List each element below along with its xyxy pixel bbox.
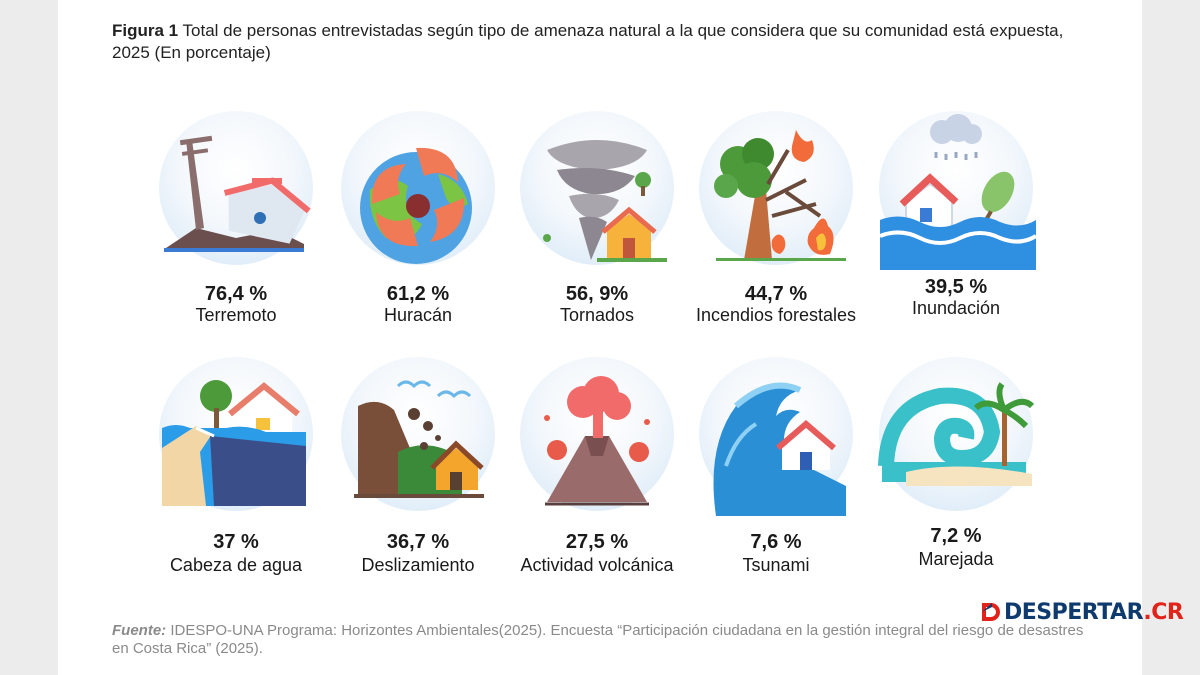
- flash-flood-icon: [162, 380, 306, 506]
- hazard-label: Deslizamiento: [361, 555, 475, 575]
- figure-title: Figura 1 Total de personas entrevistadas…: [112, 20, 1102, 64]
- volcano-icon: [544, 376, 650, 506]
- hazard-label: Actividad volcánica: [520, 555, 674, 575]
- hazard-label: Tsunami: [742, 555, 810, 575]
- hazard-percentage: 39,5 %: [924, 276, 988, 298]
- hazard-percentage: 37 %: [213, 531, 259, 553]
- storm-surge-icon: [878, 382, 1035, 486]
- wildfire-icon: [714, 130, 846, 261]
- hazard-percentage: 7,6 %: [750, 531, 802, 553]
- hazard-percentage: 61,2 %: [386, 283, 450, 305]
- hazard-label: Huracán: [383, 305, 453, 325]
- source-text: IDESPO-UNA Programa: Horizontes Ambienta…: [112, 622, 1084, 657]
- logo-main: DESPERTAR: [1004, 600, 1144, 625]
- brand-logo: DESPERTAR.CR: [980, 600, 1184, 628]
- hazard-percentage: 27,5 %: [565, 531, 629, 553]
- hazard-label: Cabeza de agua: [169, 555, 303, 575]
- hazard-percentage: 44,7 %: [744, 283, 808, 305]
- figure-label: Figura 1: [112, 21, 179, 40]
- hazard-percentage: 76,4 %: [204, 283, 268, 305]
- logo-mark-icon: [982, 603, 1000, 621]
- logo-suffix: .CR: [1143, 600, 1184, 625]
- hazard-label: Inundación: [911, 298, 1001, 318]
- hurricane-icon: [360, 147, 472, 264]
- flood-icon: [879, 114, 1038, 270]
- hazard-label: Terremoto: [195, 305, 277, 325]
- hazard-percentage: 7,2 %: [930, 525, 982, 547]
- source-prefix: Fuente:: [112, 622, 167, 639]
- landslide-icon: [354, 380, 484, 498]
- earthquake-icon: [164, 135, 311, 252]
- source-note: Fuente: IDESPO-UNA Programa: Horizontes …: [112, 622, 1102, 658]
- hazard-label: Incendios forestales: [695, 305, 857, 325]
- tornado-icon: [543, 140, 667, 262]
- hazard-percentage: 36,7 %: [386, 531, 450, 553]
- hazard-percentage: 56, 9%: [565, 283, 629, 305]
- hazard-label: Tornados: [559, 305, 635, 325]
- hazard-label: Marejada: [918, 549, 994, 569]
- tsunami-icon: [713, 382, 846, 516]
- figure-title-text: Total de personas entrevistadas según ti…: [112, 21, 1064, 62]
